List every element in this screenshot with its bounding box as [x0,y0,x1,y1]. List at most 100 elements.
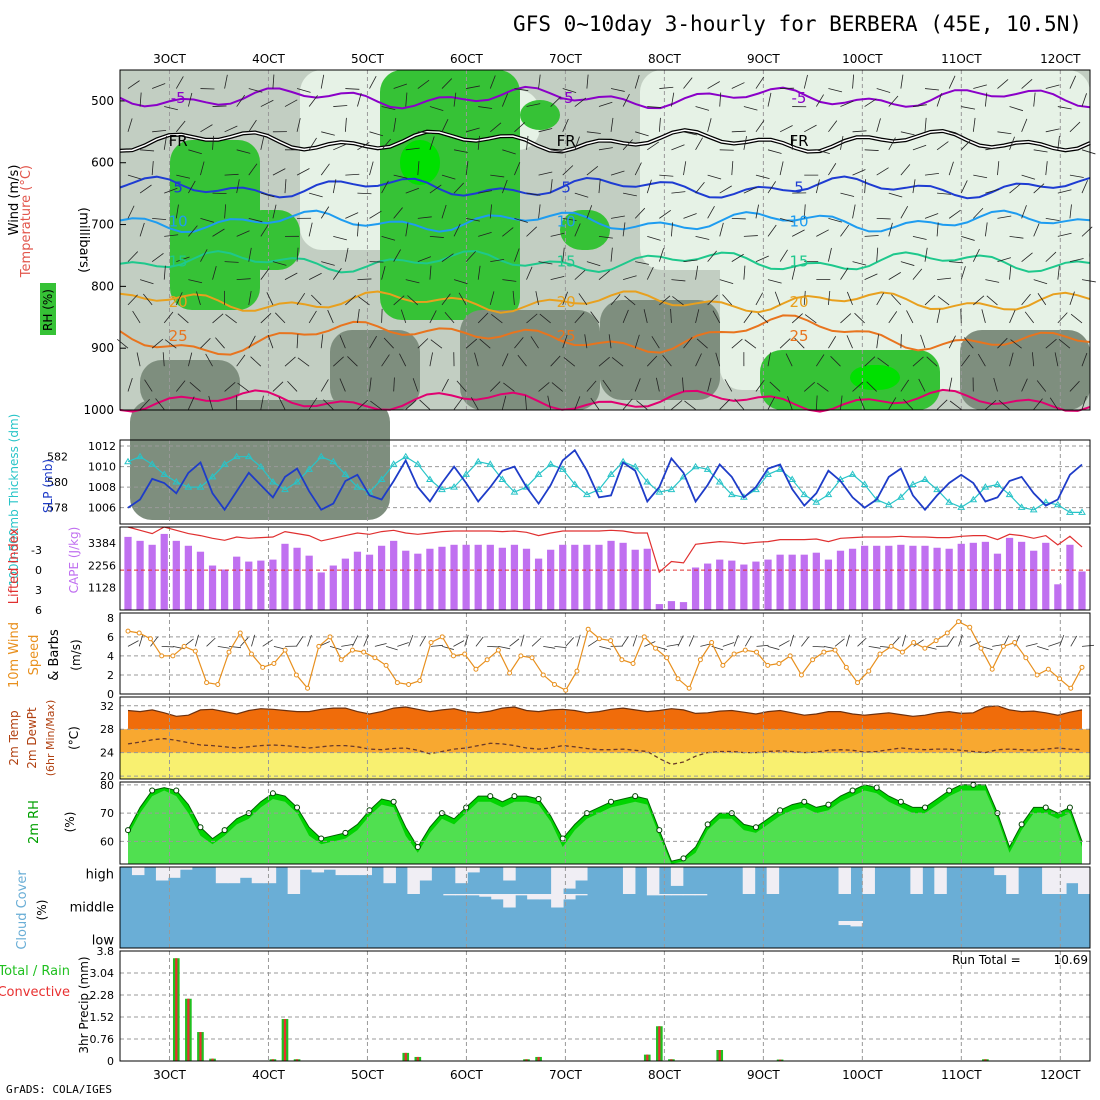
wind-speed-marker [518,653,524,659]
thickness-marker [293,478,301,485]
axis-labels-group: 3OCT 4OCT 5OCT 6OCT 7OCT 8OCT 9OCT 10OCT 11OCT 12… [0,52,1088,1082]
cape-bar [691,567,700,610]
wind-barb [888,272,901,280]
wind-barb [622,139,633,151]
y-tick-label-precip: 3.8 [97,945,115,958]
wind-barb [658,248,665,262]
wind-barb [598,179,601,194]
wind-barb [550,275,565,281]
cape-bar [933,547,941,610]
wind-barb [526,266,533,280]
wind-barb [876,292,885,306]
precip-convective-bar [537,1056,540,1061]
y-axis-label-speed: Speed [27,635,42,676]
wind-barb [502,279,517,282]
wind-barb [458,292,467,306]
y-axis-label-temp-units: (°C) [67,726,81,750]
cloud-clear-cell [622,867,636,894]
wind-barb [200,217,215,223]
wind-barb [164,106,178,111]
wind-barb [417,216,432,219]
wind-barb [985,400,997,410]
wind-barb [960,354,970,367]
wind-barb [903,398,914,410]
rh-marker [342,829,349,836]
rh-marker [511,793,518,800]
thickness-marker [933,485,941,493]
wind-barb [671,400,683,410]
wind-speed-marker [170,653,176,659]
wind-barb [755,120,765,133]
wind-barb [465,338,478,349]
wind-barb [997,79,1009,89]
wind-barb [296,292,306,306]
wind-barb [586,261,601,267]
rh-blob [850,365,900,390]
wind-barb [1070,313,1083,324]
wind-barb [369,161,374,176]
isotherm-label: 20 [557,293,576,311]
wind-barb [900,74,904,89]
wind-barb [1057,135,1060,150]
y-axis-label-cape: CAPE (J/kg) [67,527,81,594]
cloud-clear-cell [347,867,361,876]
wind-barb [272,74,275,89]
wind-barb [695,181,705,194]
y-tick-label-thickness: 578 [47,501,68,514]
wind-barb [731,82,745,89]
wind-barb [369,377,372,392]
thickness-marker [945,498,954,505]
cape-bar [208,565,217,610]
wind-barb-10m [677,635,684,647]
wind-speed-marker [742,647,748,653]
wind-barb [864,149,879,151]
wind-barb [734,398,745,410]
wind-barb-10m [1081,644,1094,647]
cape-bar [390,540,398,610]
cape-bar [510,544,519,610]
thickness-marker [426,475,434,482]
y-axis-label-10m-wind: 10m Wind [7,622,22,688]
wind-barb [444,311,455,324]
wind-barb [538,74,541,89]
wind-barb [767,181,777,194]
wind-barb [562,334,568,349]
wind-barb [1033,149,1048,153]
wind-speed-marker [888,643,894,649]
wind-barb-10m [363,635,369,647]
wind-barb [357,192,372,195]
wind-speed-marker [922,645,928,651]
wind-barb [803,381,816,392]
wind-barb [866,381,877,392]
rh-blob [130,400,390,520]
isotherm-line [119,290,1091,314]
wind-speed-marker [316,643,322,649]
wind-barb [659,86,674,89]
cape-bar [571,544,579,610]
wind-barb [731,253,744,262]
thickness-marker [462,470,471,477]
wind-barb [900,164,911,176]
wind-barb [767,224,777,237]
thickness-marker [172,478,181,485]
wind-barb-10m [386,645,398,651]
wind-barb [731,217,746,220]
wind-barb [430,339,443,349]
wind-barb [311,294,322,306]
wind-barb [260,313,272,324]
wind-barb [1036,380,1047,392]
thickness-marker [232,452,241,460]
rh-marker [680,855,687,862]
wind-barb [272,381,284,392]
wind-barb-10m [307,634,312,647]
rh-marker [946,787,953,794]
temperature-area [128,705,1082,730]
wind-barb [1057,312,1068,324]
wind-barb [429,136,435,150]
cape-bar [667,601,676,610]
chart-title: GFS 0~10day 3-hourly for BERBERA (45E, 1… [513,12,1082,36]
wind-barb [787,396,793,410]
rh-blob [170,140,260,310]
thickness-marker [196,483,205,490]
rh-marker [318,835,325,842]
